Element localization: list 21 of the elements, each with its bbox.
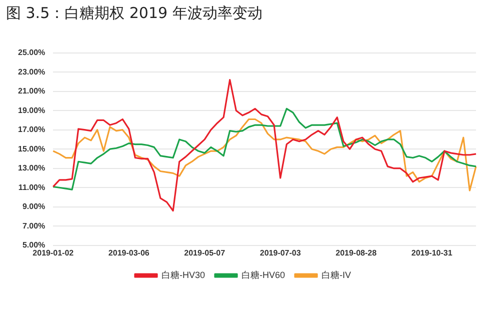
legend-label: 白糖-HV60 xyxy=(242,270,286,280)
x-tick-label: 2019-01-02 xyxy=(32,248,74,258)
y-tick-label: 15.00% xyxy=(18,144,46,154)
x-tick-label: 2019-10-31 xyxy=(411,248,453,258)
y-tick-label: 17.00% xyxy=(18,125,46,134)
y-tick-label: 23.00% xyxy=(18,67,46,76)
y-tick-label: 7.00% xyxy=(22,221,46,230)
x-tick-label: 2019-07-03 xyxy=(260,248,302,258)
y-tick-label: 11.00% xyxy=(18,182,46,192)
y-tick-label: 21.00% xyxy=(18,86,46,96)
y-tick-label: 19.00% xyxy=(18,106,46,115)
legend-label: 白糖-HV30 xyxy=(161,270,206,280)
y-tick-label: 5.00% xyxy=(22,240,46,250)
x-tick-label: 2019-03-06 xyxy=(108,248,150,258)
y-tick-label: 9.00% xyxy=(22,202,46,212)
y-tick-label: 13.00% xyxy=(18,164,46,173)
y-tick-label: 25.00% xyxy=(18,48,46,58)
x-tick-label: 2019-05-07 xyxy=(184,248,226,258)
legend-label: 白糖-IV xyxy=(322,270,352,280)
chart-title: 图 3.5：白糖期权 2019 年波动率变动 xyxy=(6,4,262,23)
x-tick-label: 2019-08-28 xyxy=(336,248,378,258)
